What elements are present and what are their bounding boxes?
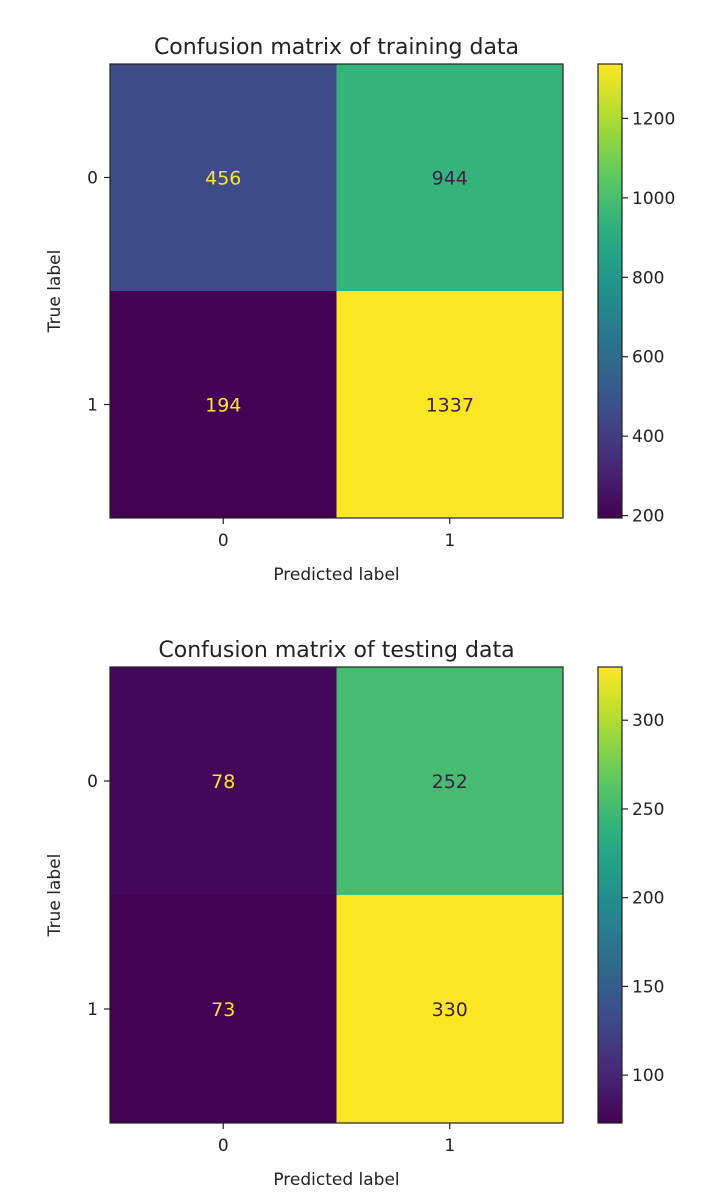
colorbar-tick-label: 800 (632, 268, 664, 288)
x-tick-label: 0 (218, 531, 229, 551)
cell-value-label: 330 (432, 999, 468, 1021)
colorbar-tick-label: 200 (632, 889, 664, 909)
chart-title: Confusion matrix of testing data (158, 638, 514, 663)
colorbar-tick-label: 1000 (632, 189, 675, 209)
training-confusion-matrix-svg: Confusion matrix of training data 456 944 1… (45, 35, 675, 585)
matrix-cell-0-0 (110, 667, 337, 895)
cell-value-label: 78 (211, 771, 235, 793)
x-tick-label: 0 (218, 1136, 229, 1156)
cell-value-label: 944 (432, 168, 468, 190)
chart-title: Confusion matrix of training data (154, 35, 519, 60)
matrix-cell-0-0 (110, 64, 337, 291)
y-axis-label: True label (45, 250, 65, 334)
matrix-frame (109, 63, 564, 519)
colorbar-tick-label: 200 (632, 507, 664, 527)
matrix-cell-1-1 (336, 895, 563, 1123)
x-tick-label: 1 (444, 531, 455, 551)
testing-confusion-matrix-svg: Confusion matrix of testing data 78 252 73 3… (45, 638, 664, 1190)
training-confusion-matrix: Confusion matrix of training data 456 944 1… (45, 35, 675, 585)
colorbar-tick-label: 150 (632, 977, 664, 997)
matrix-cell-1-0 (110, 895, 337, 1123)
colorbar-tick-label: 100 (632, 1066, 664, 1086)
x-axis-label: Predicted label (273, 565, 399, 585)
x-tick-label: 1 (444, 1136, 455, 1156)
y-tick-label: 1 (87, 1000, 98, 1020)
cell-value-label: 194 (205, 395, 241, 417)
y-tick-label: 0 (87, 169, 98, 189)
colorbar (597, 63, 623, 519)
colorbar-tick-label: 600 (632, 348, 664, 368)
cell-value-label: 73 (211, 999, 235, 1021)
colorbar (597, 666, 623, 1124)
testing-confusion-matrix: Confusion matrix of testing data 78 252 73 3… (0, 600, 720, 1200)
y-tick-label: 0 (87, 772, 98, 792)
colorbar-tick-label: 300 (632, 711, 664, 731)
colorbar-tick-label: 1200 (632, 109, 675, 129)
x-axis-label: Predicted label (273, 1170, 399, 1190)
colorbar-tick-label: 400 (632, 427, 664, 447)
y-tick-label: 1 (87, 396, 98, 416)
matrix-frame (109, 666, 564, 1124)
matrix-cell-1-0 (110, 291, 337, 518)
cell-value-label: 252 (432, 771, 468, 793)
colorbar-tick-label: 250 (632, 800, 664, 820)
cell-value-label: 456 (205, 168, 241, 190)
matrix-cell-1-1 (336, 291, 563, 518)
cell-value-label: 1337 (426, 395, 474, 417)
matrix-cell-0-1 (336, 64, 563, 291)
y-axis-label: True label (45, 854, 65, 938)
matrix-cell-0-1 (336, 667, 563, 895)
